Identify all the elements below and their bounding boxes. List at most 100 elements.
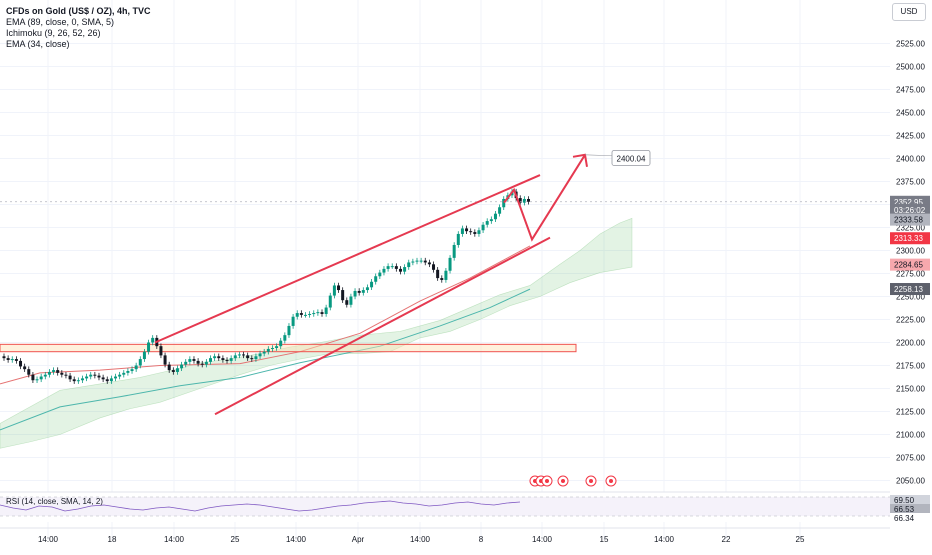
rsi-price-label: 66.34	[894, 514, 915, 523]
candle	[266, 348, 270, 352]
legend-ema89: EMA (89, close, 0, SMA, 5)	[6, 17, 115, 27]
price-label: 2284.65	[894, 261, 923, 270]
candle	[423, 260, 427, 263]
candle	[432, 264, 436, 270]
candle	[43, 374, 47, 377]
candle	[76, 380, 80, 382]
x-tick-label: 14:00	[410, 535, 431, 544]
y-tick-label: 2250.00	[896, 293, 925, 302]
y-tick-label: 2175.00	[896, 362, 925, 371]
candle	[250, 358, 254, 360]
candle	[337, 285, 341, 291]
event-icon-dot	[609, 479, 613, 483]
rsi-band	[0, 497, 890, 516]
candle	[47, 371, 51, 375]
candle	[493, 213, 497, 220]
candle	[225, 359, 229, 361]
candle	[31, 374, 35, 381]
candle	[469, 231, 473, 233]
candle	[97, 375, 101, 378]
candle	[502, 198, 506, 208]
target-connector	[584, 154, 613, 157]
candle	[527, 198, 531, 202]
candle	[477, 230, 481, 234]
currency-button[interactable]: USD	[892, 3, 926, 21]
candle	[291, 316, 295, 326]
price-label: 03:26:02	[894, 206, 926, 215]
candle	[221, 358, 225, 360]
candle	[19, 360, 23, 367]
x-tick-label: 25	[231, 535, 240, 544]
rsi-price-label: 66.53	[894, 505, 915, 514]
candle	[303, 314, 307, 316]
y-tick-label: 2275.00	[896, 270, 925, 279]
candle	[275, 346, 279, 349]
y-tick-label: 2400.00	[896, 155, 925, 164]
x-tick-label: 22	[722, 535, 731, 544]
candle	[151, 337, 155, 343]
candle	[460, 228, 464, 234]
candle	[287, 325, 291, 336]
rsi-price-label-bg	[890, 495, 930, 505]
rsi-price-label-bg	[890, 513, 930, 523]
legend-ema34: EMA (34, close)	[6, 39, 70, 49]
price-label-bg	[890, 213, 930, 226]
candle	[254, 356, 258, 360]
rsi-price-label-bg	[890, 504, 930, 514]
candle	[2, 356, 6, 359]
candle	[229, 358, 233, 361]
price-label: 2258.13	[894, 285, 923, 294]
x-tick-label: 14:00	[164, 535, 185, 544]
plot-background	[0, 0, 890, 492]
event-icon-dot	[545, 479, 549, 483]
candle	[308, 313, 312, 315]
candle	[39, 376, 43, 380]
y-tick-label: 2475.00	[896, 86, 925, 95]
y-tick-label: 2150.00	[896, 385, 925, 394]
candle	[341, 290, 345, 301]
candle	[324, 307, 328, 314]
legend: CFDs on Gold (US$ / OZ), 4h, TVC EMA (89…	[6, 6, 151, 50]
candle	[89, 374, 93, 377]
candle	[213, 356, 217, 359]
y-tick-label: 2075.00	[896, 454, 925, 463]
y-tick-label: 2100.00	[896, 431, 925, 440]
candle	[440, 278, 444, 280]
price-label-bg	[890, 204, 930, 217]
candle	[394, 266, 398, 269]
symbol-title: CFDs on Gold (US$ / OZ), 4h, TVC	[6, 6, 151, 16]
candle	[147, 342, 151, 352]
candle	[415, 260, 419, 262]
candle	[126, 371, 130, 373]
x-tick-label: 15	[600, 535, 609, 544]
target-label: 2400.04	[617, 154, 646, 163]
candle	[365, 287, 369, 291]
candle	[180, 364, 184, 369]
candle	[163, 355, 167, 365]
x-tick-label: 25	[796, 535, 805, 544]
candle	[498, 207, 502, 214]
candle	[473, 232, 477, 234]
candle	[518, 198, 522, 203]
candle	[448, 257, 452, 271]
y-tick-label: 2525.00	[896, 40, 925, 49]
candle	[299, 313, 303, 315]
candle	[134, 365, 138, 370]
ema-89-line	[0, 288, 531, 431]
candle	[295, 313, 299, 317]
candle	[403, 267, 407, 272]
candle	[258, 353, 262, 357]
candle	[6, 358, 10, 360]
candle	[370, 281, 374, 288]
candle	[175, 368, 179, 372]
rsi-line	[0, 500, 521, 512]
candle	[192, 359, 196, 361]
candle	[142, 351, 146, 360]
lower-channel-line	[214, 236, 551, 416]
candle	[398, 268, 402, 272]
price-label-bg	[890, 232, 930, 245]
candle	[233, 355, 237, 359]
candle	[242, 354, 246, 356]
